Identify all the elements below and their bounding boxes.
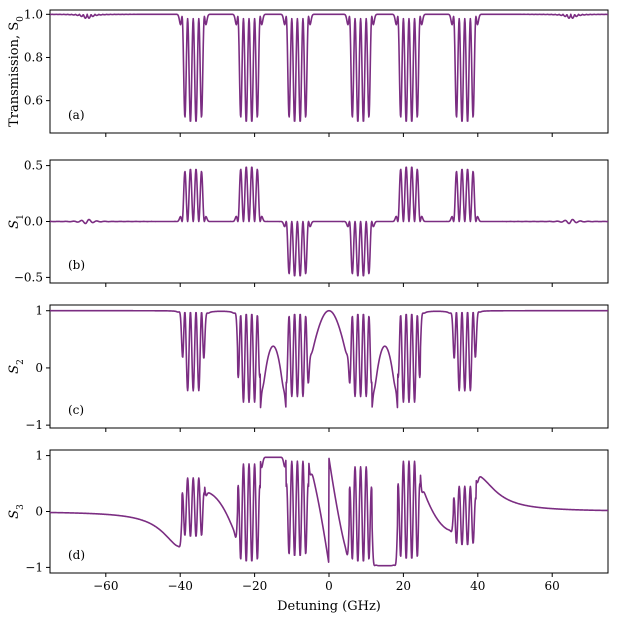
panel-a-y-tick-label: 0.6 bbox=[24, 94, 43, 108]
panel-c-y-tick-label: 1 bbox=[35, 304, 43, 318]
panel-a-frame bbox=[49, 9, 609, 134]
panel-a-label: (a) bbox=[68, 108, 85, 122]
panel-d: −60 −40 −20 0 20 40 60 −1 0 1 S3 (d) bbox=[7, 449, 609, 593]
series-S0 bbox=[49, 13, 609, 122]
panel-c: −1 0 1 S2 (c) bbox=[7, 304, 609, 432]
panel-a-y-axis-label: Transmission, S0 bbox=[7, 16, 26, 127]
panel-d-y-tick-label: −1 bbox=[25, 560, 43, 574]
panel-c-y-axis-label: S2 bbox=[7, 359, 26, 374]
series-S2 bbox=[49, 309, 609, 409]
panel-a-y-tick-label: 0.8 bbox=[24, 50, 43, 64]
x-tick-label: −20 bbox=[242, 579, 267, 593]
series-S1 bbox=[49, 166, 609, 277]
panel-c-y-tick-label: −1 bbox=[25, 418, 43, 432]
panel-b-y-tick-label: 0.5 bbox=[24, 159, 43, 173]
panel-d-y-tick-label: 1 bbox=[35, 449, 43, 463]
panel-b: −0.5 0.0 0.5 S1 (b) bbox=[7, 159, 609, 287]
x-tick-label: 20 bbox=[396, 579, 411, 593]
panel-c-y-tick-label: 0 bbox=[35, 361, 43, 375]
series-S3 bbox=[49, 456, 609, 567]
panel-b-y-axis-label: S1 bbox=[7, 214, 26, 229]
panel-c-label: (c) bbox=[68, 403, 84, 417]
panel-b-y-tick-label: 0.0 bbox=[24, 215, 43, 229]
panel-d-y-axis-label: S3 bbox=[7, 504, 26, 519]
panel-d-y-tick-label: 0 bbox=[35, 505, 43, 519]
x-tick-label: −60 bbox=[93, 579, 118, 593]
x-tick-label: 40 bbox=[470, 579, 485, 593]
panel-b-label: (b) bbox=[68, 258, 85, 272]
x-tick-label: 60 bbox=[545, 579, 560, 593]
panel-c-frame bbox=[49, 304, 609, 429]
panel-b-y-tick-label: −0.5 bbox=[14, 270, 43, 284]
panel-a-y-tick-label: 1.0 bbox=[24, 7, 43, 21]
x-axis-label: Detuning (GHz) bbox=[277, 599, 381, 614]
panel-d-label: (d) bbox=[68, 548, 85, 562]
x-tick-label: −40 bbox=[168, 579, 193, 593]
x-tick-label: 0 bbox=[325, 579, 333, 593]
